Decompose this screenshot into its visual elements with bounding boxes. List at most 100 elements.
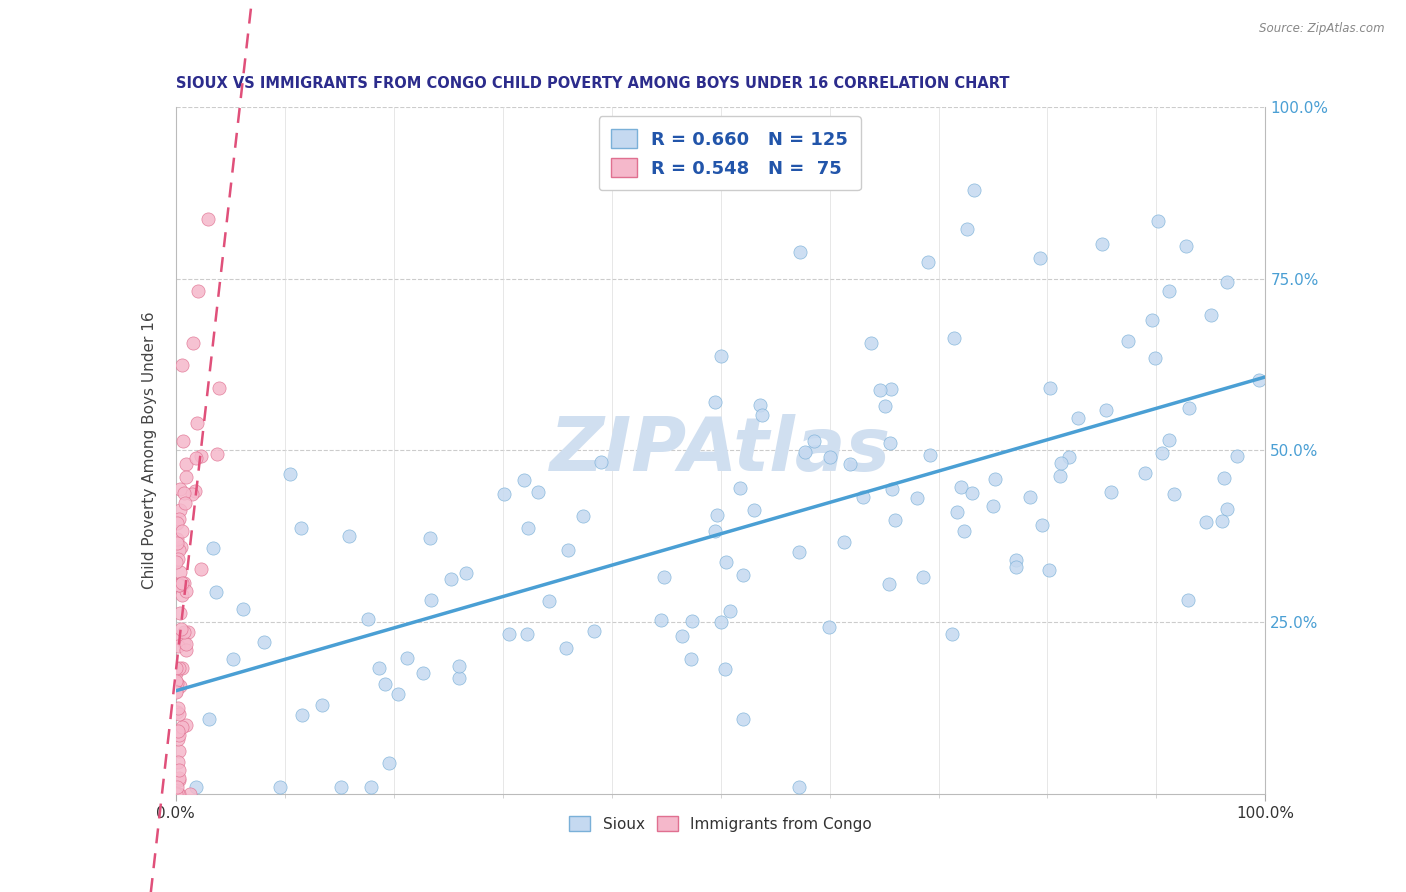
- Point: [1091, 236, 1114, 251]
- Point: [880, 482, 903, 496]
- Point: [447, 671, 470, 685]
- Point: [880, 382, 903, 396]
- Point: [650, 613, 672, 627]
- Point: [652, 570, 675, 584]
- Point: [949, 480, 972, 494]
- Point: [167, 787, 190, 801]
- Point: [516, 521, 538, 535]
- Point: [1163, 486, 1185, 500]
- Point: [920, 449, 942, 463]
- Point: [710, 349, 733, 363]
- Point: [367, 661, 389, 675]
- Point: [169, 606, 191, 620]
- Point: [169, 679, 191, 693]
- Point: [1133, 466, 1156, 480]
- Point: [169, 578, 191, 592]
- Point: [165, 685, 187, 699]
- Point: [186, 416, 208, 430]
- Point: [1005, 560, 1028, 574]
- Legend: Sioux, Immigrants from Congo: Sioux, Immigrants from Congo: [562, 810, 879, 838]
- Point: [582, 624, 605, 639]
- Point: [356, 612, 378, 626]
- Point: [165, 683, 187, 698]
- Point: [166, 787, 188, 801]
- Point: [917, 255, 939, 269]
- Point: [167, 771, 190, 785]
- Point: [177, 625, 200, 640]
- Point: [170, 661, 193, 675]
- Point: [555, 641, 578, 656]
- Point: [1116, 334, 1139, 348]
- Point: [733, 712, 755, 726]
- Point: [1144, 351, 1167, 366]
- Point: [166, 780, 188, 795]
- Point: [681, 614, 703, 628]
- Point: [179, 787, 201, 801]
- Point: [941, 627, 963, 641]
- Point: [167, 512, 190, 526]
- Point: [232, 602, 254, 616]
- Point: [169, 578, 191, 592]
- Point: [166, 516, 188, 531]
- Point: [173, 576, 195, 591]
- Point: [703, 524, 725, 538]
- Point: [166, 731, 188, 746]
- Point: [197, 211, 219, 226]
- Point: [572, 508, 595, 523]
- Point: [184, 484, 207, 499]
- Point: [412, 665, 434, 680]
- Point: [170, 720, 193, 734]
- Point: [1175, 238, 1198, 252]
- Point: [174, 637, 197, 651]
- Point: [167, 661, 190, 675]
- Point: [538, 594, 561, 608]
- Point: [1159, 284, 1181, 298]
- Point: [744, 502, 766, 516]
- Point: [337, 529, 360, 543]
- Point: [1099, 484, 1122, 499]
- Point: [174, 457, 197, 471]
- Point: [749, 398, 772, 412]
- Point: [190, 449, 212, 463]
- Point: [983, 472, 1005, 486]
- Point: [167, 723, 190, 738]
- Point: [818, 620, 841, 634]
- Point: [167, 701, 190, 715]
- Point: [1159, 433, 1181, 447]
- Point: [869, 383, 891, 397]
- Point: [172, 524, 194, 538]
- Point: [905, 491, 928, 505]
- Point: [165, 556, 187, 570]
- Point: [167, 728, 190, 742]
- Point: [710, 615, 733, 629]
- Text: Source: ZipAtlas.com: Source: ZipAtlas.com: [1260, 22, 1385, 36]
- Point: [787, 544, 810, 558]
- Point: [166, 639, 188, 653]
- Point: [527, 485, 550, 500]
- Point: [1225, 450, 1247, 464]
- Point: [1201, 309, 1223, 323]
- Point: [269, 780, 291, 794]
- Point: [1038, 563, 1060, 577]
- Point: [494, 487, 516, 501]
- Point: [1216, 502, 1239, 516]
- Point: [730, 481, 752, 495]
- Point: [681, 651, 703, 665]
- Point: [181, 335, 204, 350]
- Point: [513, 473, 536, 487]
- Point: [589, 455, 612, 469]
- Point: [1212, 470, 1234, 484]
- Point: [419, 531, 441, 545]
- Point: [718, 604, 741, 618]
- Point: [794, 444, 817, 458]
- Point: [167, 706, 190, 721]
- Point: [207, 446, 229, 460]
- Point: [167, 723, 190, 738]
- Point: [789, 245, 811, 260]
- Point: [166, 532, 188, 546]
- Point: [187, 284, 209, 298]
- Point: [716, 555, 738, 569]
- Point: [981, 499, 1004, 513]
- Point: [165, 673, 187, 688]
- Point: [174, 470, 197, 484]
